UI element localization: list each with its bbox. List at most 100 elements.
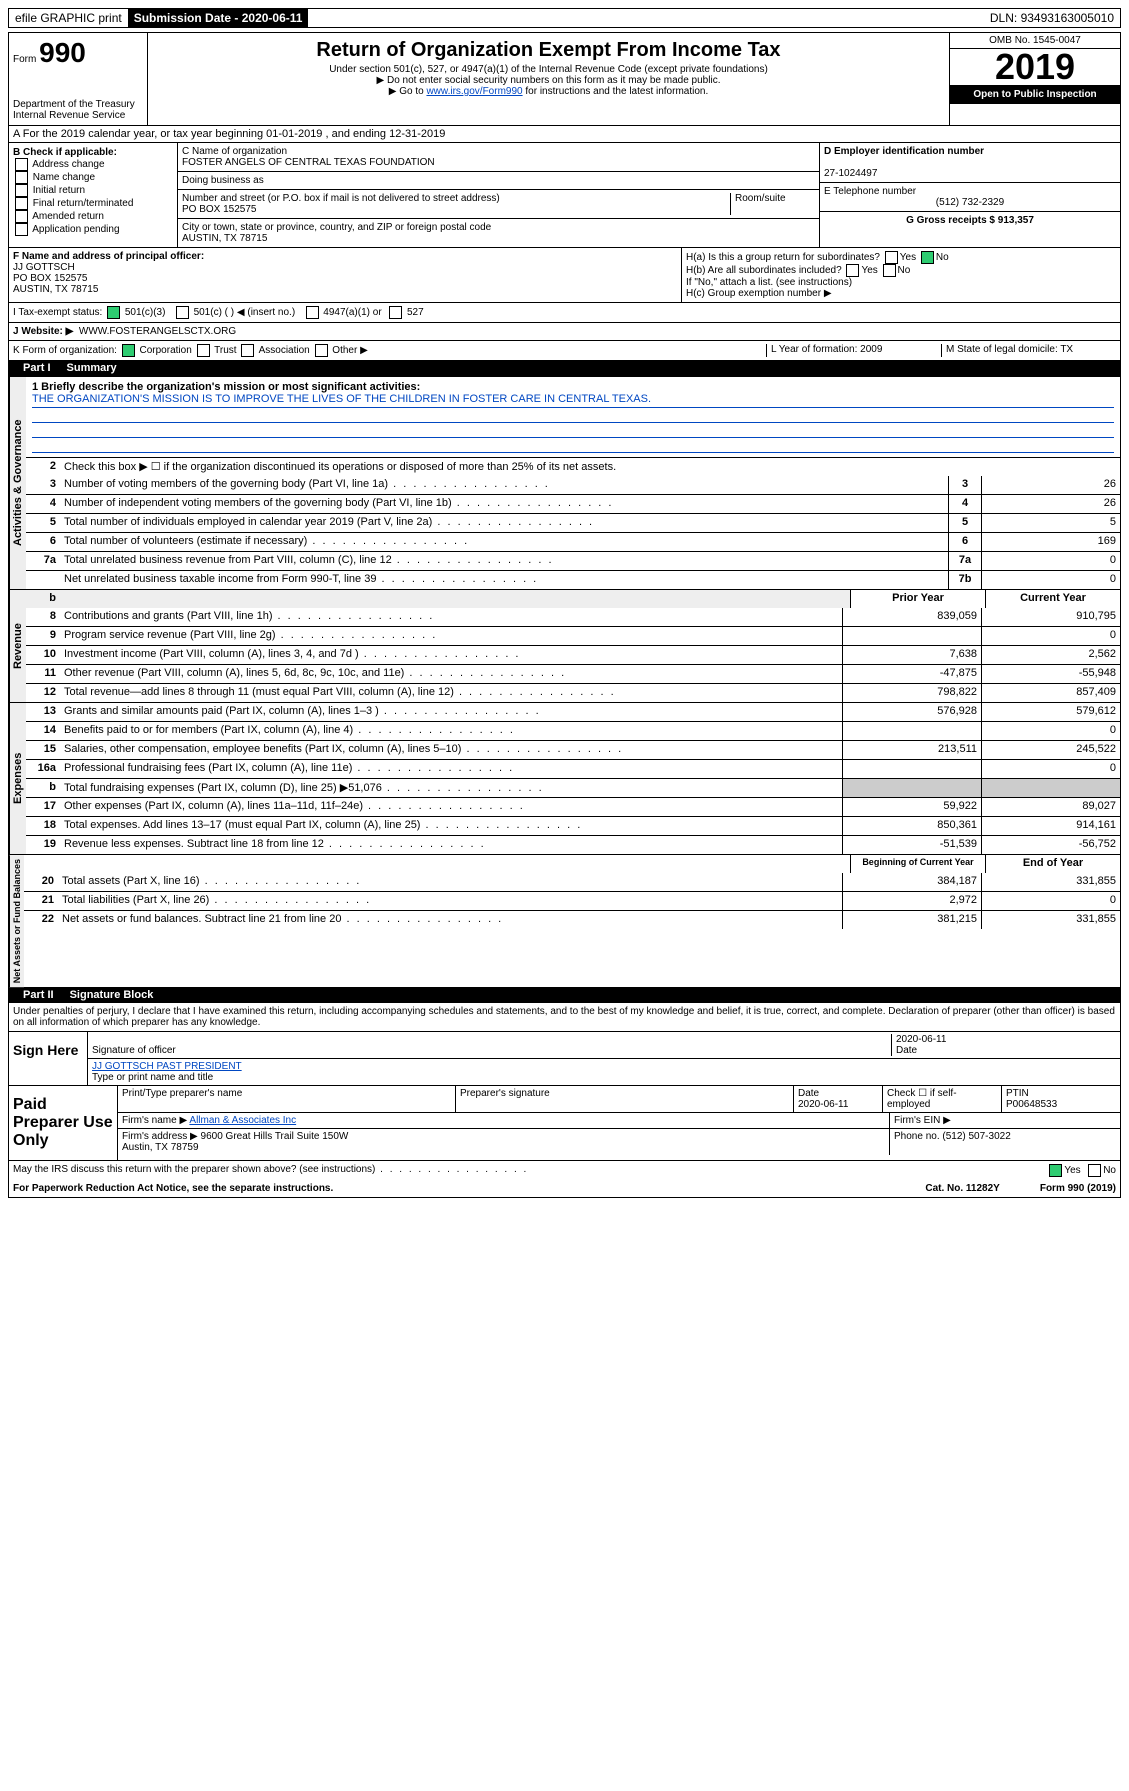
section-c: C Name of organization FOSTER ANGELS OF …	[178, 143, 819, 247]
netassets-section: Net Assets or Fund Balances Beginning of…	[9, 854, 1120, 987]
officer-addr1: PO BOX 152575	[13, 273, 88, 284]
sig-officer-label: Signature of officer	[92, 1045, 176, 1056]
pra-notice: For Paperwork Reduction Act Notice, see …	[13, 1183, 333, 1194]
title-right: OMB No. 1545-0047 2019 Open to Public In…	[949, 33, 1120, 125]
chk-527[interactable]	[389, 306, 402, 319]
city-label: City or town, state or province, country…	[182, 222, 815, 233]
officer-addr2: AUSTIN, TX 78715	[13, 284, 98, 295]
sign-here-block: Sign Here Signature of officer 2020-06-1…	[9, 1031, 1120, 1085]
revenue-tab: Revenue	[9, 590, 26, 702]
discuss-no[interactable]	[1088, 1164, 1101, 1177]
goto-note: ▶ Go to www.irs.gov/Form990 for instruct…	[152, 86, 945, 97]
l-label: L Year of formation: 2009	[766, 344, 941, 357]
firm-addr-label: Firm's address ▶	[122, 1131, 198, 1142]
discuss-label: May the IRS discuss this return with the…	[13, 1164, 528, 1177]
dln-label: DLN: 93493163005010	[984, 9, 1120, 27]
mission-block: 1 Briefly describe the organization's mi…	[26, 377, 1120, 457]
officer-typed-name[interactable]: JJ GOTTSCH PAST PRESIDENT	[92, 1061, 242, 1072]
b-label: B Check if applicable:	[13, 147, 117, 158]
section-deg: D Employer identification number 27-1024…	[819, 143, 1120, 247]
form-container: Form 990 Department of the Treasury Inte…	[8, 32, 1121, 1198]
chk-amended[interactable]	[15, 210, 28, 223]
tax-year: 2019	[950, 49, 1120, 85]
chk-address-change[interactable]	[15, 158, 28, 171]
ssn-note: ▶ Do not enter social security numbers o…	[152, 75, 945, 86]
form-number: 990	[39, 37, 86, 68]
part2-bar: Part II Signature Block	[9, 987, 1120, 1003]
chk-501c[interactable]	[176, 306, 189, 319]
jurat-text: Under penalties of perjury, I declare th…	[9, 1003, 1120, 1031]
prior-year-header: Prior Year	[850, 590, 985, 608]
prep-sig-label: Preparer's signature	[456, 1086, 794, 1112]
firm-name[interactable]: Allman & Associates Inc	[189, 1115, 296, 1126]
current-year-header: Current Year	[985, 590, 1120, 608]
discuss-yes[interactable]	[1049, 1164, 1062, 1177]
chk-final-return[interactable]	[15, 197, 28, 210]
line1-label: 1 Briefly describe the organization's mi…	[32, 381, 420, 393]
open-public-badge: Open to Public Inspection	[950, 85, 1120, 104]
line-a: A For the 2019 calendar year, or tax yea…	[9, 125, 1120, 142]
phone-value: (512) 732-2329	[824, 197, 1116, 208]
sign-here-label: Sign Here	[9, 1032, 87, 1085]
revenue-section: Revenue b Prior Year Current Year 8Contr…	[9, 589, 1120, 702]
chk-other[interactable]	[315, 344, 328, 357]
paid-left-label: Paid Preparer Use Only	[9, 1086, 117, 1160]
city-value: AUSTIN, TX 78715	[182, 233, 815, 244]
dept-label: Department of the Treasury Internal Reve…	[13, 99, 143, 121]
title-center: Return of Organization Exempt From Incom…	[148, 33, 949, 125]
hb-no[interactable]	[883, 264, 896, 277]
submission-date-button[interactable]: Submission Date - 2020-06-11	[128, 9, 309, 27]
goto-suffix: for instructions and the latest informat…	[525, 86, 708, 97]
cat-no: Cat. No. 11282Y	[925, 1183, 999, 1194]
chk-501c3[interactable]	[107, 306, 120, 319]
j-label: J Website: ▶	[13, 326, 73, 337]
ein-value: 27-1024497	[824, 168, 877, 179]
chk-corp[interactable]	[122, 344, 135, 357]
i-label: I Tax-exempt status:	[13, 307, 102, 318]
irs-link[interactable]: www.irs.gov/Form990	[426, 86, 522, 97]
paid-preparer-block: Paid Preparer Use Only Print/Type prepar…	[9, 1085, 1120, 1160]
part2-num: Part II	[15, 989, 62, 1001]
org-name: FOSTER ANGELS OF CENTRAL TEXAS FOUNDATIO…	[182, 157, 815, 168]
prep-date-label: Date	[798, 1088, 819, 1099]
g-label: G Gross receipts $ 913,357	[906, 215, 1034, 226]
d-label: D Employer identification number	[824, 146, 984, 157]
section-h: H(a) Is this a group return for subordin…	[682, 248, 1120, 302]
chk-app-pending[interactable]	[15, 223, 28, 236]
chk-trust[interactable]	[197, 344, 210, 357]
chk-4947[interactable]	[306, 306, 319, 319]
mission-text: THE ORGANIZATION'S MISSION IS TO IMPROVE…	[32, 393, 1114, 408]
form-subtitle: Under section 501(c), 527, or 4947(a)(1)…	[152, 64, 945, 75]
f-label: F Name and address of principal officer:	[13, 251, 204, 262]
form-id-block: Form 990 Department of the Treasury Inte…	[9, 33, 148, 125]
part2-heading: Signature Block	[70, 989, 154, 1001]
line-j: J Website: ▶ WWW.FOSTERANGELSCTX.ORG	[9, 322, 1120, 340]
prep-print-label: Print/Type preparer's name	[118, 1086, 456, 1112]
chk-initial-return[interactable]	[15, 184, 28, 197]
efile-label: efile GRAPHIC print	[9, 9, 128, 27]
ha-yes[interactable]	[885, 251, 898, 264]
prep-date: 2020-06-11	[798, 1099, 848, 1110]
end-year-header: End of Year	[985, 855, 1120, 873]
dba-label: Doing business as	[182, 175, 815, 186]
part1-heading: Summary	[67, 362, 117, 374]
firm-phone: Phone no. (512) 507-3022	[890, 1129, 1120, 1155]
street-label: Number and street (or P.O. box if mail i…	[182, 193, 730, 204]
chk-assoc[interactable]	[241, 344, 254, 357]
ptin-value: P00648533	[1006, 1099, 1057, 1110]
hb-yes[interactable]	[846, 264, 859, 277]
c-name-label: C Name of organization	[182, 146, 815, 157]
m-label: M State of legal domicile: TX	[941, 344, 1116, 357]
hb-note: If "No," attach a list. (see instruction…	[686, 277, 1116, 288]
activities-section: Activities & Governance 1 Briefly descri…	[9, 376, 1120, 589]
firm-label: Firm's name ▶	[122, 1115, 187, 1126]
firm-ein-label: Firm's EIN ▶	[890, 1113, 1120, 1128]
section-b: B Check if applicable: Address change Na…	[9, 143, 178, 247]
ha-no[interactable]	[921, 251, 934, 264]
part1-num: Part I	[15, 362, 59, 374]
efile-header: efile GRAPHIC print Submission Date - 20…	[8, 8, 1121, 28]
activities-tab: Activities & Governance	[9, 377, 26, 589]
chk-name-change[interactable]	[15, 171, 28, 184]
ha-label: H(a) Is this a group return for subordin…	[686, 252, 880, 263]
expenses-section: Expenses 13Grants and similar amounts pa…	[9, 702, 1120, 854]
